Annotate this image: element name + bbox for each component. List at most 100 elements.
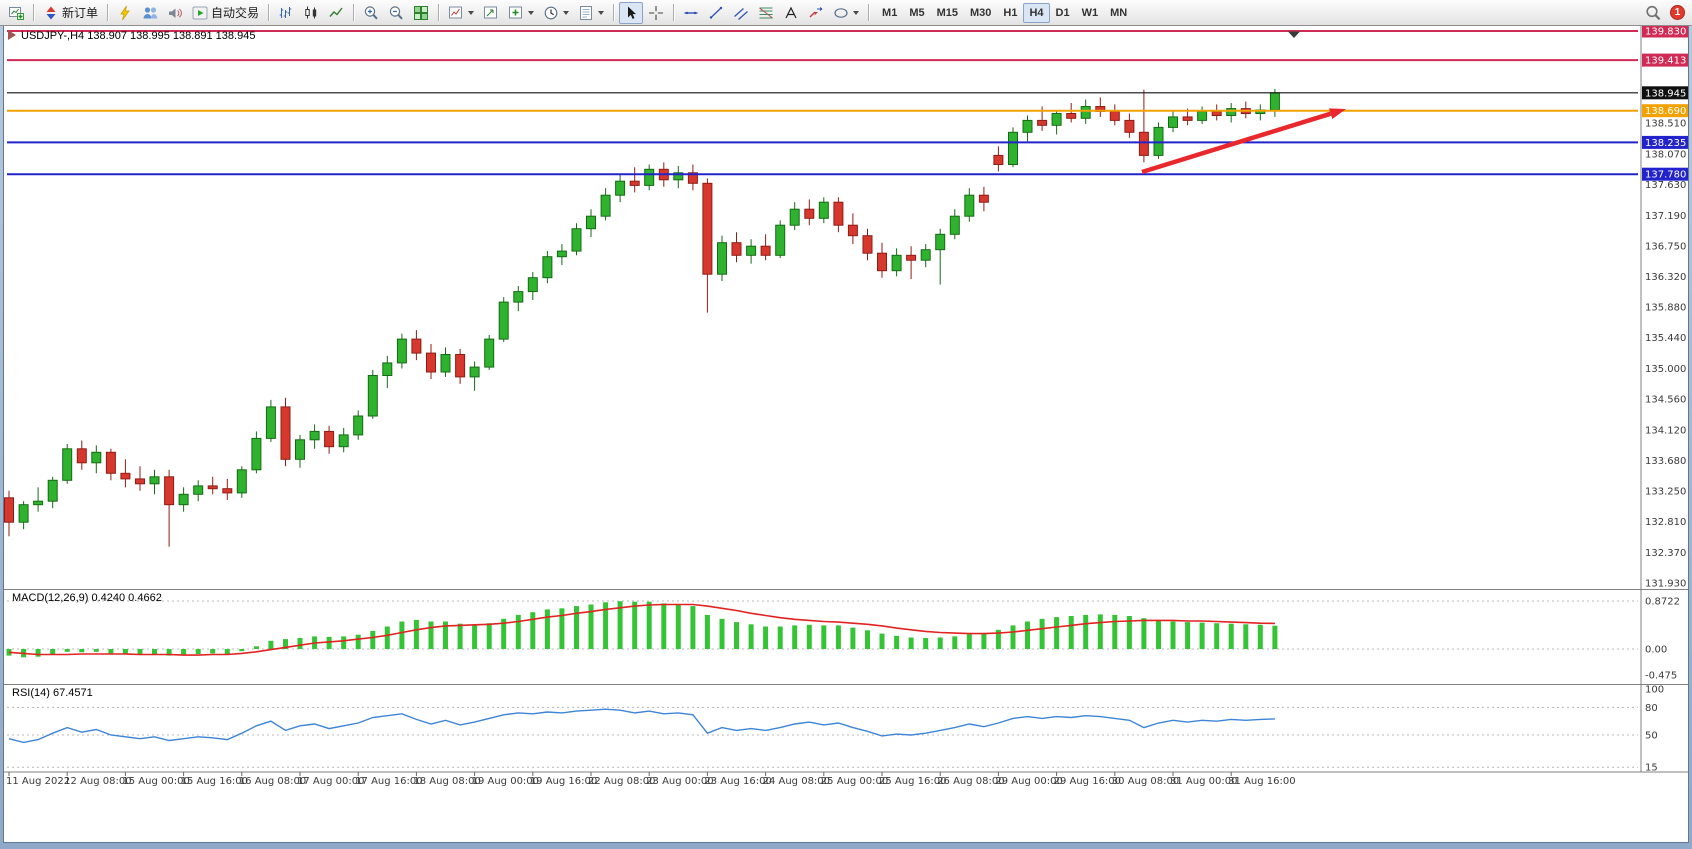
timeframe-h4-button[interactable]: H4 bbox=[1023, 2, 1050, 23]
chart-title: USDJPY-,H4 138.907 138.995 138.891 138.9… bbox=[21, 30, 256, 42]
svg-text:29 Aug 16:00: 29 Aug 16:00 bbox=[1054, 776, 1121, 787]
svg-text:135.440: 135.440 bbox=[1645, 333, 1686, 344]
hline-138.235[interactable]: 138.235 bbox=[7, 135, 1688, 149]
toolbar-separator bbox=[268, 4, 270, 21]
timeframe-m5-button[interactable]: M5 bbox=[909, 6, 925, 19]
hline-138.945[interactable]: 138.945 bbox=[7, 86, 1688, 100]
svg-text:16 Aug 08:00: 16 Aug 08:00 bbox=[239, 776, 306, 787]
new-order-label: 新订单 bbox=[62, 6, 99, 20]
main-toolbar: 新订单 自动交易 M1 M5 M15 M30 H1 H4 D1 W1 MN 1 bbox=[0, 0, 1692, 26]
svg-text:31 Aug 16:00: 31 Aug 16:00 bbox=[1228, 776, 1295, 787]
hline-138.690[interactable]: 138.690 bbox=[7, 104, 1688, 118]
svg-text:135.880: 135.880 bbox=[1645, 303, 1686, 314]
svg-text:22 Aug 08:00: 22 Aug 08:00 bbox=[588, 776, 655, 787]
text-tool-button[interactable] bbox=[779, 2, 803, 24]
zoom-in-icon bbox=[363, 5, 379, 21]
zoom-in-button[interactable] bbox=[359, 2, 383, 24]
new-order-button[interactable]: 新订单 bbox=[39, 2, 102, 24]
news-sound-icon bbox=[167, 5, 183, 21]
zoom-out-icon bbox=[388, 5, 404, 21]
svg-text:80: 80 bbox=[1645, 703, 1658, 714]
line-chart-mode-button[interactable] bbox=[324, 2, 348, 24]
hline-139.830[interactable]: 139.830 bbox=[7, 26, 1688, 38]
notification-badge[interactable]: 1 bbox=[1670, 5, 1685, 20]
candlestick-mode-button[interactable] bbox=[299, 2, 323, 24]
cursor-icon bbox=[623, 5, 639, 21]
timeframe-mn-button[interactable]: MN bbox=[1110, 6, 1128, 19]
equidistant-channel-tool-icon bbox=[733, 5, 749, 21]
horizontal-line-tool-icon bbox=[683, 5, 699, 21]
svg-text:31 Aug 00:00: 31 Aug 00:00 bbox=[1170, 776, 1237, 787]
indicators-dialog-button[interactable] bbox=[444, 2, 478, 24]
candlestick-series bbox=[4, 89, 1280, 547]
svg-text:139.413: 139.413 bbox=[1645, 56, 1686, 67]
rsi-label: RSI(14) 67.4571 bbox=[12, 687, 93, 699]
svg-text:132.810: 132.810 bbox=[1645, 517, 1686, 528]
chart-shift-marker[interactable] bbox=[1288, 31, 1300, 39]
price-axis: 138.510 138.070 137.630 137.190 136.750 136.3… bbox=[1645, 119, 1686, 590]
toolbar-separator bbox=[33, 4, 34, 21]
svg-text:15 Aug 00:00: 15 Aug 00:00 bbox=[122, 776, 189, 787]
community-button[interactable] bbox=[138, 2, 162, 24]
objects-list-icon bbox=[483, 5, 499, 21]
shapes-tool-button[interactable] bbox=[829, 2, 863, 24]
periods-button[interactable] bbox=[539, 2, 573, 24]
svg-text:25 Aug 16:00: 25 Aug 16:00 bbox=[879, 776, 946, 787]
arrow-objects-tool-icon bbox=[808, 5, 824, 21]
crosshair-button[interactable] bbox=[644, 2, 668, 24]
tile-windows-button[interactable] bbox=[409, 2, 433, 24]
dropdown-arrow-icon bbox=[853, 10, 860, 15]
equidistant-channel-tool-button[interactable] bbox=[729, 2, 753, 24]
svg-text:17 Aug 16:00: 17 Aug 16:00 bbox=[355, 776, 422, 787]
svg-text:138.070: 138.070 bbox=[1645, 150, 1686, 161]
objects-list-button[interactable] bbox=[479, 2, 503, 24]
dropdown-arrow-icon bbox=[528, 10, 535, 15]
hline-137.780[interactable]: 137.780 bbox=[7, 167, 1688, 181]
rsi-line bbox=[8, 708, 1275, 744]
timeframe-h1-button[interactable]: H1 bbox=[1003, 6, 1018, 19]
mql5-signals-button[interactable] bbox=[113, 2, 137, 24]
add-indicator-button[interactable] bbox=[504, 2, 538, 24]
auto-trading-button[interactable]: 自动交易 bbox=[188, 2, 263, 24]
svg-text:133.680: 133.680 bbox=[1645, 456, 1686, 467]
timeframe-m1-button[interactable]: M1 bbox=[882, 6, 898, 19]
templates-button[interactable] bbox=[574, 2, 608, 24]
svg-text:131.930: 131.930 bbox=[1645, 579, 1686, 590]
search-button[interactable] bbox=[1641, 2, 1665, 24]
arrow-objects-tool-button[interactable] bbox=[804, 2, 828, 24]
bar-chart-mode-button[interactable] bbox=[274, 2, 298, 24]
svg-text:24 Aug 08:00: 24 Aug 08:00 bbox=[763, 776, 830, 787]
svg-text:137.630: 137.630 bbox=[1645, 180, 1686, 191]
timeframe-m15-button[interactable]: M15 bbox=[936, 6, 958, 19]
trend-arrow-annotation[interactable] bbox=[1141, 108, 1346, 175]
add-indicator-icon bbox=[508, 5, 524, 21]
svg-text:19 Aug 16:00: 19 Aug 16:00 bbox=[530, 776, 597, 787]
shapes-tool-icon bbox=[833, 5, 849, 21]
svg-text:134.120: 134.120 bbox=[1645, 426, 1686, 437]
tile-windows-icon bbox=[413, 5, 429, 21]
news-sound-button[interactable] bbox=[163, 2, 187, 24]
svg-text:134.560: 134.560 bbox=[1645, 395, 1686, 406]
horizontal-line-tool-button[interactable] bbox=[679, 2, 703, 24]
line-chart-mode-icon bbox=[328, 5, 344, 21]
search-icon bbox=[1645, 5, 1661, 21]
trendline-tool-button[interactable] bbox=[704, 2, 728, 24]
svg-text:18 Aug 08:00: 18 Aug 08:00 bbox=[413, 776, 480, 787]
hline-139.413[interactable]: 139.413 bbox=[7, 53, 1688, 67]
svg-text:135.000: 135.000 bbox=[1645, 364, 1686, 375]
one-click-trading-toggle[interactable] bbox=[8, 30, 16, 40]
svg-text:138.690: 138.690 bbox=[1645, 106, 1686, 117]
svg-text:138.945: 138.945 bbox=[1645, 88, 1686, 99]
chart-canvas[interactable]: 139.830 139.413 138.945 138.690 138.235 137.7… bbox=[4, 26, 1688, 843]
new-chart-button[interactable] bbox=[4, 2, 28, 24]
timeframe-d1-button[interactable]: D1 bbox=[1055, 6, 1070, 19]
fibonacci-tool-button[interactable] bbox=[754, 2, 778, 24]
cursor-button[interactable] bbox=[619, 1, 644, 24]
timeframe-m30-button[interactable]: M30 bbox=[970, 6, 992, 19]
macd-histogram bbox=[6, 601, 1278, 658]
indicators-dialog-icon bbox=[448, 5, 464, 21]
dropdown-arrow-icon bbox=[468, 10, 475, 15]
timeframe-w1-button[interactable]: W1 bbox=[1081, 6, 1099, 19]
zoom-out-button[interactable] bbox=[384, 2, 408, 24]
